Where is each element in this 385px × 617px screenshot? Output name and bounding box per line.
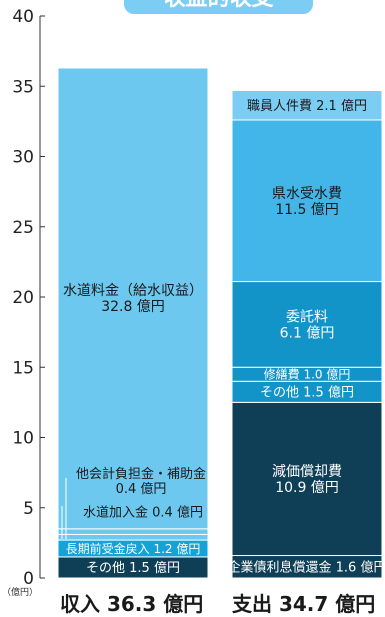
segment-label: 職員人件費 2.1 億円: [247, 98, 367, 114]
chart-title-banner: 収益的収支: [124, 0, 313, 14]
segment-label: 水道加入金 0.4 億円: [83, 505, 203, 521]
y-tick-label: 0: [23, 569, 34, 589]
segment-label: 委託料: [286, 309, 328, 325]
segment-label: 修繕費 1.0 億円: [264, 367, 351, 382]
segment-label: 6.1 億円: [280, 325, 335, 341]
segment-label: 10.9 億円: [275, 480, 339, 496]
y-tick-label: 15: [12, 358, 34, 378]
income-total-label: 収入 36.3 億円: [60, 592, 204, 616]
segment-label: 水道料金（給水収益）: [63, 283, 203, 299]
bar-segment-expense: [231, 119, 383, 283]
y-axis-unit: （億円）: [2, 588, 39, 598]
segment-label: 県水受水費: [272, 186, 342, 202]
bar-segment-expense: [231, 89, 383, 121]
bar-segment-income: [57, 533, 209, 541]
segment-label: 長期前受金戻入 1.2 億円: [66, 541, 201, 556]
bar-segment-income: [57, 67, 209, 530]
y-tick-label: 25: [12, 218, 34, 238]
segment-label: 減価償却費: [272, 463, 342, 480]
segment-label: その他 1.5 億円: [86, 560, 180, 576]
segment-label: 企業債利息償還金 1.6 億円: [228, 559, 385, 575]
y-tick-label: 40: [12, 7, 34, 27]
segment-label: その他 1.5 億円: [260, 385, 354, 401]
bar-segment-expense: [231, 281, 383, 368]
y-tick-label: 10: [12, 429, 34, 449]
y-tick-label: 20: [12, 288, 34, 308]
y-tick-label: 5: [23, 499, 34, 519]
chart-title: 収益的収支: [124, 0, 313, 12]
bar-segment-income: [57, 528, 209, 535]
segment-label: 他会計負担金・補助金: [76, 466, 206, 482]
segment-label: 11.5 億円: [275, 202, 339, 218]
segment-label: 32.8 億円: [101, 299, 165, 315]
segment-label: 0.4 億円: [116, 481, 167, 497]
expense-total-label: 支出 34.7 億円: [232, 592, 376, 616]
y-tick-label: 30: [12, 148, 34, 168]
bar-segment-expense: [231, 401, 383, 557]
y-tick-label: 35: [12, 77, 34, 97]
